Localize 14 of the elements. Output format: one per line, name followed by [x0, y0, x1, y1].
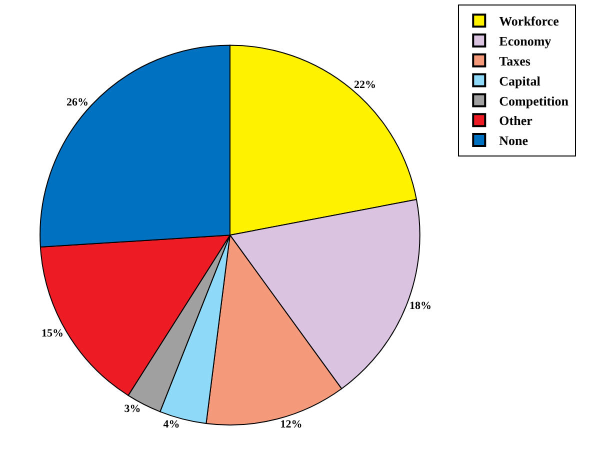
data-label: 22% [354, 79, 376, 92]
legend-label: Economy [499, 34, 552, 49]
data-label: 15% [42, 327, 64, 340]
legend-label: None [499, 133, 528, 148]
legend-label: Competition [499, 93, 570, 108]
data-label: 4% [163, 418, 180, 431]
data-label: 12% [280, 418, 302, 431]
legend-label: Other [499, 113, 533, 128]
legend-label: Taxes [499, 53, 530, 68]
legend-label: Workforce [499, 14, 560, 29]
data-label: 18% [410, 300, 432, 312]
legend-label: Capital [499, 73, 541, 88]
data-label: 26% [66, 96, 89, 108]
data-label: 3% [124, 403, 141, 416]
